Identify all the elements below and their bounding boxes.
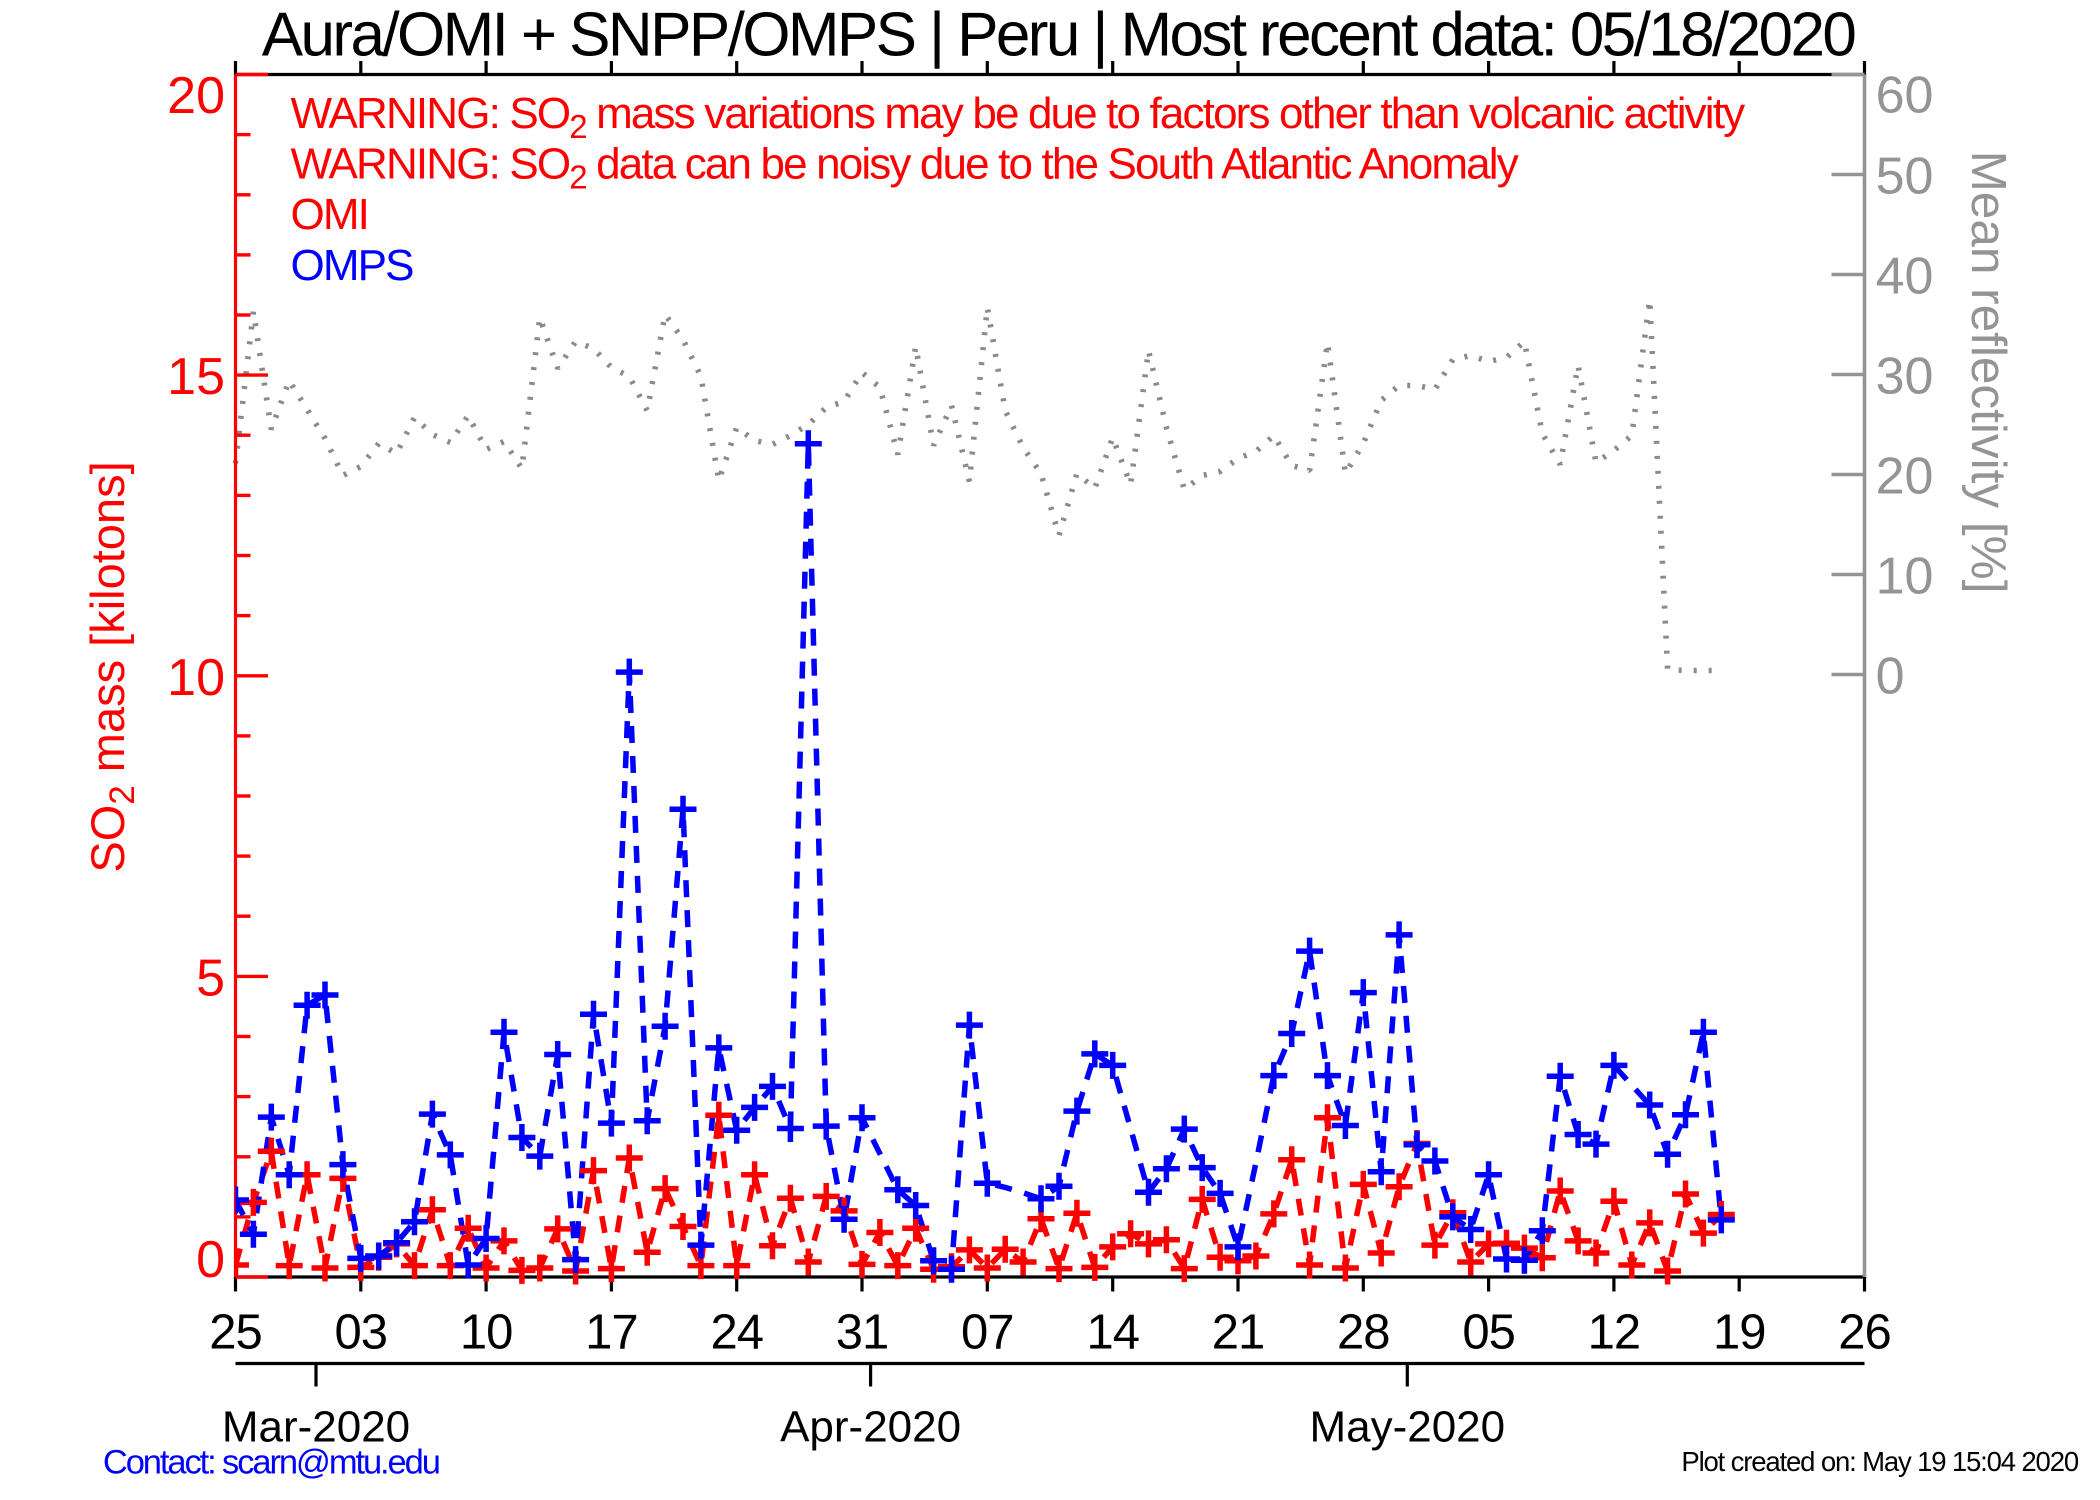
svg-text:14: 14 — [1086, 1306, 1139, 1360]
svg-text:SO2 mass [kilotons]: SO2 mass [kilotons] — [81, 461, 142, 872]
svg-text:WARNING: SO2 data can be noisy: WARNING: SO2 data can be noisy due to th… — [291, 139, 1519, 195]
svg-text:40: 40 — [1876, 248, 1934, 306]
svg-text:31: 31 — [836, 1306, 889, 1360]
svg-text:24: 24 — [710, 1306, 763, 1360]
svg-text:03: 03 — [335, 1306, 388, 1360]
svg-text:Aura/OMI + SNPP/OMPS | Peru |: Aura/OMI + SNPP/OMPS | Peru | Most recen… — [262, 1, 1856, 70]
svg-text:17: 17 — [585, 1306, 638, 1360]
svg-text:28: 28 — [1337, 1306, 1390, 1360]
svg-text:OMI: OMI — [291, 190, 369, 239]
svg-text:10: 10 — [1876, 548, 1934, 606]
svg-text:Contact: scarn@mtu.edu: Contact: scarn@mtu.edu — [103, 1443, 439, 1481]
svg-text:20: 20 — [167, 67, 225, 125]
svg-text:OMPS: OMPS — [291, 241, 414, 290]
svg-text:Mean reflectivity [%]: Mean reflectivity [%] — [1961, 151, 2016, 594]
svg-text:25: 25 — [209, 1306, 262, 1360]
svg-text:May-2020: May-2020 — [1309, 1402, 1505, 1451]
svg-text:Mar-2020: Mar-2020 — [222, 1402, 410, 1451]
svg-text:Plot created on: May 19 15:04: Plot created on: May 19 15:04 2020 — [1681, 1446, 2078, 1477]
svg-text:20: 20 — [1876, 448, 1934, 506]
svg-text:Apr-2020: Apr-2020 — [780, 1402, 961, 1451]
svg-text:WARNING: SO2 mass variations m: WARNING: SO2 mass variations may be due … — [291, 89, 1746, 145]
svg-text:30: 30 — [1876, 348, 1934, 406]
svg-text:15: 15 — [167, 348, 225, 406]
svg-text:21: 21 — [1212, 1306, 1265, 1360]
svg-text:60: 60 — [1876, 67, 1934, 125]
svg-text:07: 07 — [961, 1306, 1014, 1360]
svg-text:12: 12 — [1588, 1306, 1641, 1360]
svg-text:0: 0 — [196, 1231, 225, 1289]
svg-text:26: 26 — [1838, 1306, 1891, 1360]
svg-text:10: 10 — [460, 1306, 513, 1360]
svg-text:05: 05 — [1462, 1306, 1515, 1360]
svg-text:19: 19 — [1713, 1306, 1766, 1360]
svg-text:0: 0 — [1876, 648, 1905, 706]
svg-text:5: 5 — [196, 949, 225, 1007]
svg-text:50: 50 — [1876, 148, 1934, 206]
svg-text:10: 10 — [167, 649, 225, 707]
